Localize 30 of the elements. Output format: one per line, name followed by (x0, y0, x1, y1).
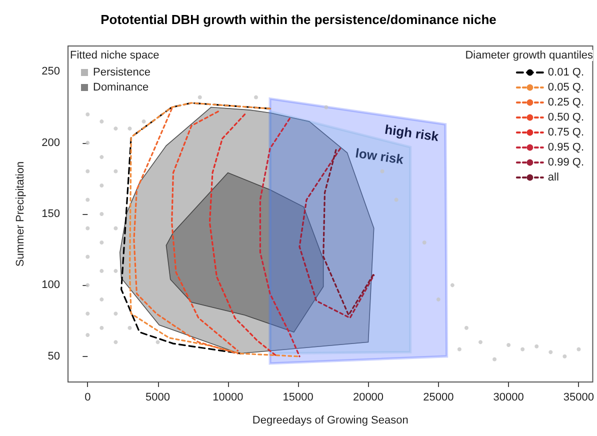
x-tick-label: 10000 (212, 392, 244, 404)
y-axis-title: Summer Precipitation (14, 161, 26, 267)
chart-title: Pototential DBH growth within the persistence/dominance niche (100, 12, 496, 27)
x-tick-label: 35000 (563, 392, 594, 404)
y-tick-label: 100 (42, 279, 60, 292)
legend-label: all (548, 172, 559, 184)
x-tick-label: 20000 (352, 392, 384, 404)
x-tick-label: 25000 (423, 392, 454, 404)
y-tick-label: 250 (42, 66, 60, 78)
x-tick-label: 30000 (493, 392, 524, 404)
annotation: high risk (384, 122, 440, 144)
legend-label: Dominance (93, 82, 149, 94)
x-tick-label: 5000 (146, 392, 170, 404)
annotation: Fitted niche space (70, 50, 160, 62)
x-tick-label: 15000 (282, 392, 314, 404)
legend-title: Diameter growth quantiles (465, 50, 594, 62)
legend-label: Persistence (93, 66, 150, 78)
legend-label: 0.25 Q. (548, 96, 584, 108)
legend-label: 0.99 Q. (548, 156, 584, 168)
y-tick-label: 50 (48, 350, 60, 362)
annotation: low risk (354, 145, 406, 168)
x-tick-label: 0 (84, 392, 91, 404)
legend-label: 0.05 Q. (548, 82, 584, 94)
x-axis-title: Degreedays of Growing Season (252, 414, 408, 426)
legend-label: 0.50 Q. (548, 112, 584, 124)
legend-label: 0.01 Q. (548, 66, 584, 78)
y-tick-label: 150 (42, 208, 60, 220)
legend-label: 0.75 Q. (548, 126, 584, 138)
legend-label: 0.95 Q. (548, 142, 584, 154)
y-tick-label: 200 (42, 136, 60, 149)
